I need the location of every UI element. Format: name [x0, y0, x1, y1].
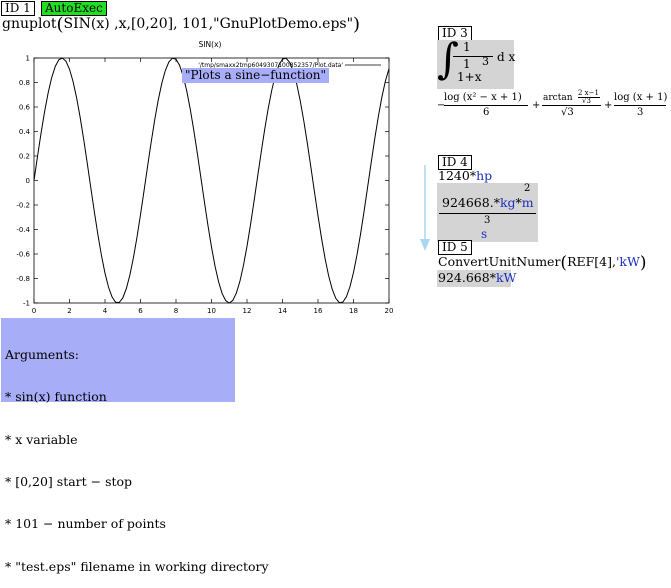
- term2-denominator: √3: [561, 107, 574, 118]
- open-paren: (: [56, 14, 64, 35]
- convert-command[interactable]: ConvertUnitNumer(REF[4],'kW): [438, 253, 646, 273]
- y-tick-label: -0.8: [16, 275, 30, 283]
- result-numerator: 924668.*kg*m: [442, 195, 534, 210]
- dx-label: d x: [497, 50, 516, 64]
- result-exponent: 2: [524, 183, 531, 194]
- x-tick-label: 10: [207, 307, 216, 315]
- cell-id-label[interactable]: ID 1: [1, 1, 35, 16]
- sine-series-line: [33, 57, 390, 304]
- integrand-numerator: 1: [463, 40, 471, 54]
- x-tick-label: 16: [314, 307, 323, 315]
- x-tick-label: 18: [349, 307, 358, 315]
- close-paren: ): [353, 14, 361, 35]
- term1-numerator: log (x² − x + 1): [444, 92, 522, 103]
- sine-plot: SIN(x) 10.80.60.40.20-0.2-0.4-0.6-0.8-1 …: [16, 40, 394, 315]
- y-tick-label: -0.4: [16, 226, 30, 234]
- autoexec-badge[interactable]: AutoExec: [41, 1, 107, 16]
- arguments-line: * "test.eps" filename in working directo…: [5, 558, 269, 574]
- x-tick-label: 12: [243, 307, 252, 315]
- term2-inner-num: 2 x−1: [578, 89, 599, 97]
- result-number: 924.668: [438, 270, 490, 285]
- y-tick-label: -0.2: [16, 202, 30, 210]
- y-tick-label: 0: [26, 177, 30, 185]
- x-tick-label: 2: [67, 307, 71, 315]
- plot-note[interactable]: "Plots a sine−function": [182, 68, 330, 83]
- result-unit: kW: [495, 270, 517, 285]
- function-name: gnuplot: [2, 16, 57, 32]
- integrand-denominator: 1+x: [457, 70, 482, 84]
- term2-inner-bar: [578, 97, 600, 98]
- cell-id-label[interactable]: ID 5: [438, 240, 472, 255]
- y-tick-label: 0.4: [19, 128, 31, 136]
- gnuplot-command[interactable]: gnuplot(SIN(x) ,x,[0,20], 101,"GnuPlotDe…: [2, 14, 360, 35]
- integral-result: − log (x² − x + 1) 6 + arctan 2 x−1 √3 √…: [437, 89, 669, 122]
- y-axis: 1 0.8 0.6 0.4 0.2 0 -0.2 -0.4 -0.6 -0.8 -1: [16, 55, 389, 308]
- y-tick-label: 0.2: [19, 153, 30, 161]
- multiply-sign: *: [469, 168, 477, 183]
- close-paren: ): [639, 253, 647, 273]
- arguments-line: * 101 − number of points: [5, 516, 166, 532]
- y-tick-label: -1: [23, 300, 30, 308]
- x-tick-label: 0: [32, 307, 36, 315]
- y-tick-label: 0.6: [19, 104, 31, 112]
- convert-arg-unit: 'kW: [615, 254, 640, 269]
- arguments-line: * x variable: [5, 431, 78, 447]
- term3-denominator: 3: [637, 107, 644, 118]
- x-tick-label: 20: [385, 307, 394, 315]
- arguments-line: Arguments:: [5, 347, 80, 363]
- integral-input[interactable]: ∫ 1 1 3 1+x d x: [437, 34, 516, 89]
- arguments-line: * [0,20] start − stop: [5, 474, 133, 490]
- y-tick-label: 1: [26, 55, 30, 63]
- input-unit: hp: [476, 168, 493, 183]
- open-paren: (: [560, 253, 568, 273]
- function-name: ConvertUnitNumer: [438, 254, 561, 269]
- input-number: 1240: [438, 168, 470, 183]
- term1-bar: [444, 105, 528, 106]
- x-axis: 0 2 4 6 8 10 12 14 16 18 20: [32, 58, 394, 315]
- result-fraction-bar: [439, 213, 536, 214]
- arguments-line: * sin(x) function: [5, 389, 107, 405]
- x-tick-label: 8: [174, 307, 178, 315]
- plot-title: SIN(x): [199, 40, 222, 49]
- legend-label: '/tmp/smaxx2tmp6049307100852357/Plot.dat…: [198, 62, 343, 69]
- term2-bar: [542, 105, 601, 106]
- cell-id-label[interactable]: ID 3: [438, 26, 472, 41]
- unit-result: 2 924668.*kg*m 3 s: [437, 183, 538, 242]
- link-arrow-icon: [420, 165, 430, 251]
- x-tick-label: 6: [138, 307, 143, 315]
- integrand-inner-den: 3: [482, 55, 489, 68]
- x-tick-label: 14: [278, 307, 287, 315]
- convert-arg-ref: REF[4],: [567, 254, 616, 269]
- plot-frame: [33, 57, 390, 304]
- integral-sign: ∫: [437, 34, 459, 83]
- integrand-inner-num: 1: [463, 57, 471, 71]
- cell-id-label[interactable]: ID 4: [438, 155, 472, 170]
- result-den-number: 3: [484, 215, 491, 226]
- result-den-unit: s: [481, 227, 488, 241]
- term3-numerator: log (x + 1): [614, 92, 668, 103]
- y-tick-label: 0.8: [19, 79, 30, 87]
- integrand-fraction-bar: [453, 56, 493, 57]
- function-args: SIN(x) ,x,[0,20], 101,"GnuPlotDemo.eps": [63, 16, 354, 32]
- result-plus-1: +: [532, 100, 541, 111]
- convert-result: 924.668*kW: [437, 270, 517, 287]
- y-tick-label: -0.6: [16, 251, 30, 259]
- term2-inner-den: √3: [582, 97, 591, 105]
- x-tick-label: 4: [103, 307, 108, 315]
- unit-input[interactable]: 1240*hp: [438, 168, 492, 183]
- result-plus-2: +: [604, 100, 613, 111]
- term1-denominator: 6: [483, 107, 490, 118]
- term3-bar: [614, 105, 666, 106]
- term2-arctan: arctan: [543, 93, 573, 103]
- arguments-comment[interactable]: Arguments: * sin(x) function * x variabl…: [1, 318, 269, 573]
- result-minus: −: [437, 100, 446, 111]
